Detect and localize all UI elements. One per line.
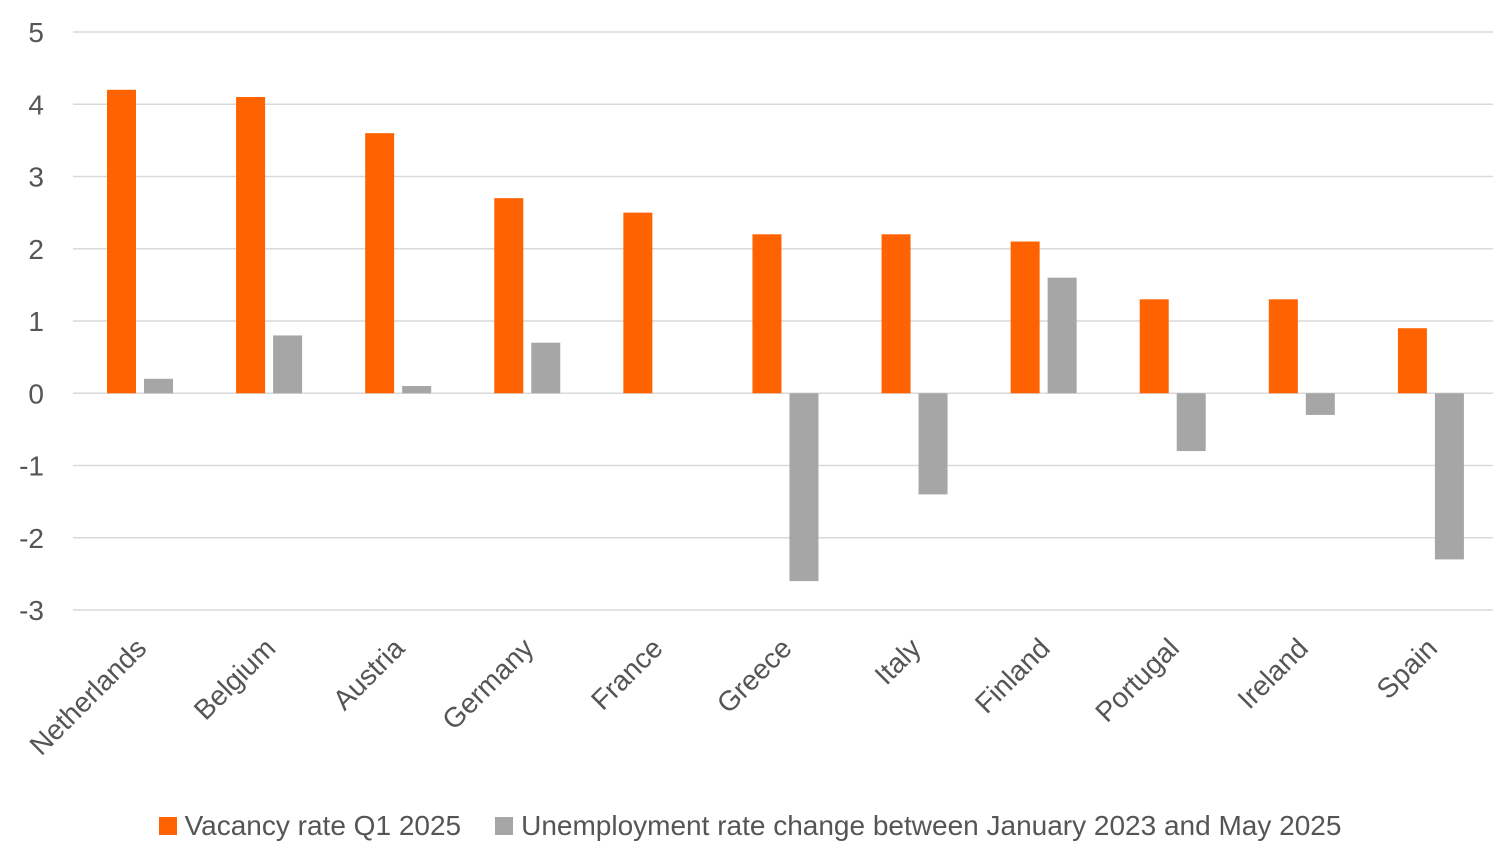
x-tick-label-belgium: Belgium [188, 632, 281, 725]
bar-vacancy-greece [752, 234, 782, 394]
y-tick-label: 4 [28, 89, 44, 120]
x-tick-label-germany: Germany [436, 632, 539, 735]
bar-vacancy-austria [365, 133, 395, 394]
x-tick-label-spain: Spain [1371, 632, 1444, 705]
legend-label-unemployment: Unemployment rate change between January… [521, 810, 1342, 841]
bar-vacancy-belgium [236, 97, 266, 394]
gridlines [73, 31, 1493, 611]
bars [107, 89, 1464, 582]
bar-unemployment-germany [531, 342, 561, 394]
bar-vacancy-ireland [1268, 299, 1298, 394]
y-tick-label: -1 [19, 451, 44, 482]
y-tick-label: 0 [28, 378, 44, 409]
x-axis-labels: Netherlands Belgium Austria Germany France Gr… [24, 632, 1444, 761]
y-tick-label: -2 [19, 523, 44, 554]
legend-swatch-unemployment [495, 817, 514, 835]
bar-unemployment-belgium [273, 335, 303, 394]
x-tick-label-italy: Italy [869, 632, 927, 690]
x-tick-label-france: France [585, 632, 669, 716]
x-tick-label-finland: Finland [969, 632, 1056, 719]
bar-vacancy-italy [881, 234, 911, 394]
y-axis-ticks: 5 4 3 2 1 0 -1 -2 -3 [19, 17, 44, 626]
bar-vacancy-portugal [1139, 299, 1169, 394]
y-tick-label: 1 [28, 306, 44, 337]
x-tick-label-greece: Greece [711, 632, 798, 719]
legend-swatch-vacancy [158, 817, 177, 835]
bar-vacancy-netherlands [107, 89, 136, 394]
y-tick-label: 3 [28, 162, 44, 193]
legend-item-vacancy: Vacancy rate Q1 2025 [158, 810, 462, 842]
chart-plot: 5 4 3 2 1 0 -1 -2 -3 Netherlands Belgium Austria Ge… [19, 17, 1493, 761]
bar-vacancy-germany [494, 198, 524, 394]
bar-unemployment-ireland [1305, 393, 1335, 415]
legend-item-unemployment: Unemployment rate change between January… [495, 810, 1341, 842]
bar-unemployment-spain [1434, 393, 1464, 560]
bar-vacancy-france [623, 212, 653, 394]
bar-unemployment-portugal [1176, 393, 1206, 452]
x-tick-label-ireland: Ireland [1232, 632, 1314, 714]
bar-unemployment-austria [402, 386, 432, 394]
bar-unemployment-italy [918, 393, 948, 495]
bar-unemployment-netherlands [144, 378, 173, 394]
y-tick-label: -3 [19, 595, 44, 626]
bar-unemployment-finland [1047, 277, 1077, 394]
bar-unemployment-greece [789, 393, 819, 582]
legend: Vacancy rate Q1 2025 Unemployment rate c… [0, 810, 1500, 842]
x-tick-label-netherlands: Netherlands [24, 632, 153, 761]
x-tick-label-portugal: Portugal [1089, 632, 1185, 728]
bar-vacancy-finland [1010, 241, 1040, 394]
legend-label-vacancy: Vacancy rate Q1 2025 [184, 810, 462, 841]
y-tick-label: 2 [28, 234, 44, 265]
bar-vacancy-spain [1397, 328, 1427, 394]
y-tick-label: 5 [28, 17, 44, 48]
x-tick-label-austria: Austria [327, 632, 411, 716]
